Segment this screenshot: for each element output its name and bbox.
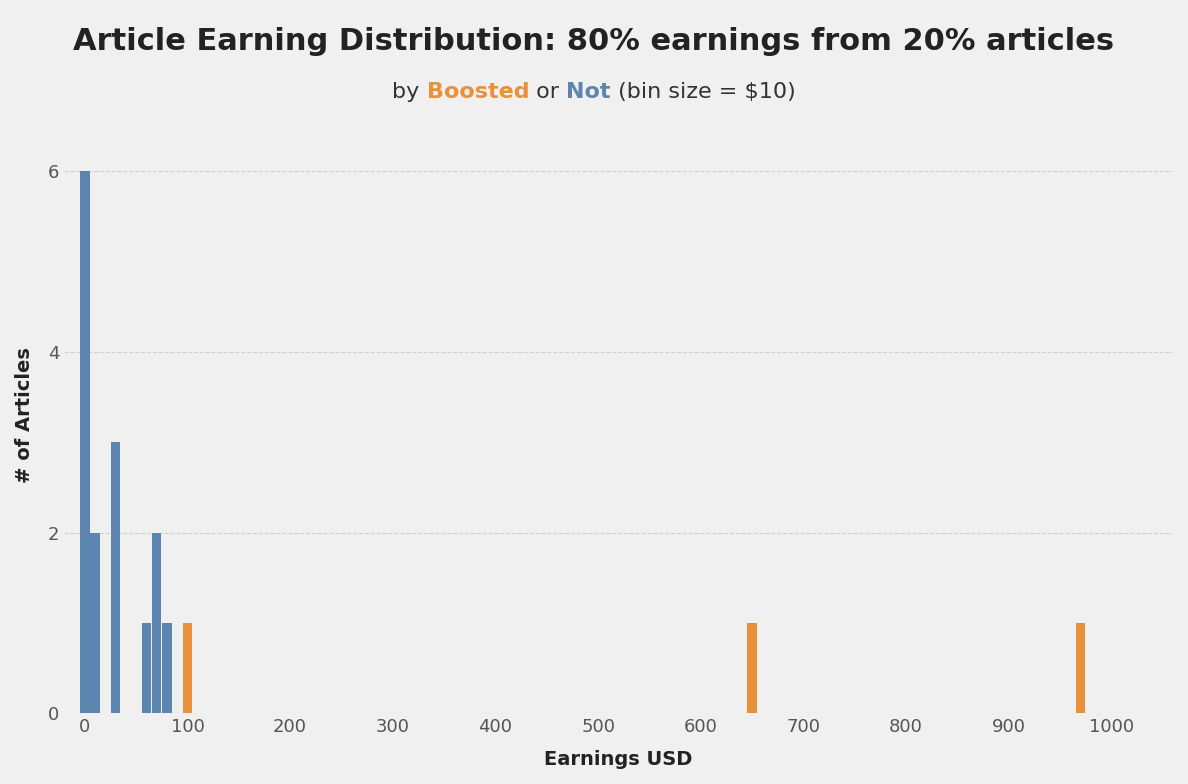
Text: Boosted: Boosted <box>426 82 530 103</box>
Bar <box>141 623 151 713</box>
Bar <box>80 171 89 713</box>
Bar <box>747 623 757 713</box>
Bar <box>90 532 100 713</box>
Bar <box>152 532 162 713</box>
Bar <box>163 623 171 713</box>
Y-axis label: # of Articles: # of Articles <box>15 347 34 483</box>
Bar <box>110 442 120 713</box>
Text: or: or <box>530 82 567 103</box>
Bar <box>1076 623 1086 713</box>
Text: by: by <box>392 82 426 103</box>
Text: Article Earning Distribution: 80% earnings from 20% articles: Article Earning Distribution: 80% earnin… <box>74 27 1114 56</box>
Text: Not: Not <box>567 82 611 103</box>
Bar <box>183 623 192 713</box>
Text: (bin size = $10): (bin size = $10) <box>611 82 796 103</box>
X-axis label: Earnings USD: Earnings USD <box>544 750 693 769</box>
